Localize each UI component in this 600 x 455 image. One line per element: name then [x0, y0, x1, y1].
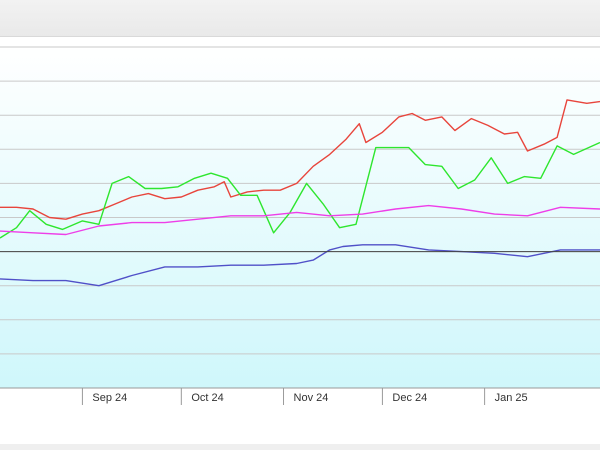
- x-tick-label: Dec 24: [392, 392, 427, 404]
- series-line-4: [0, 244, 600, 287]
- grid: [0, 46, 600, 389]
- series-group: [0, 99, 600, 287]
- series-line-3: [0, 204, 600, 236]
- x-tick-label: Nov 24: [294, 392, 329, 404]
- x-tick-label: Sep 24: [92, 392, 127, 404]
- x-axis: Sep 24 Oct 24 Nov 24 Dec 24 Jan 25: [0, 387, 600, 405]
- series-line-1: [0, 99, 600, 220]
- x-tick-label: Jan 25: [495, 392, 528, 404]
- header-divider: [0, 36, 600, 37]
- footer-bar: [0, 444, 600, 450]
- header-bar: [0, 0, 600, 36]
- x-tick-label: Oct 24: [191, 392, 223, 404]
